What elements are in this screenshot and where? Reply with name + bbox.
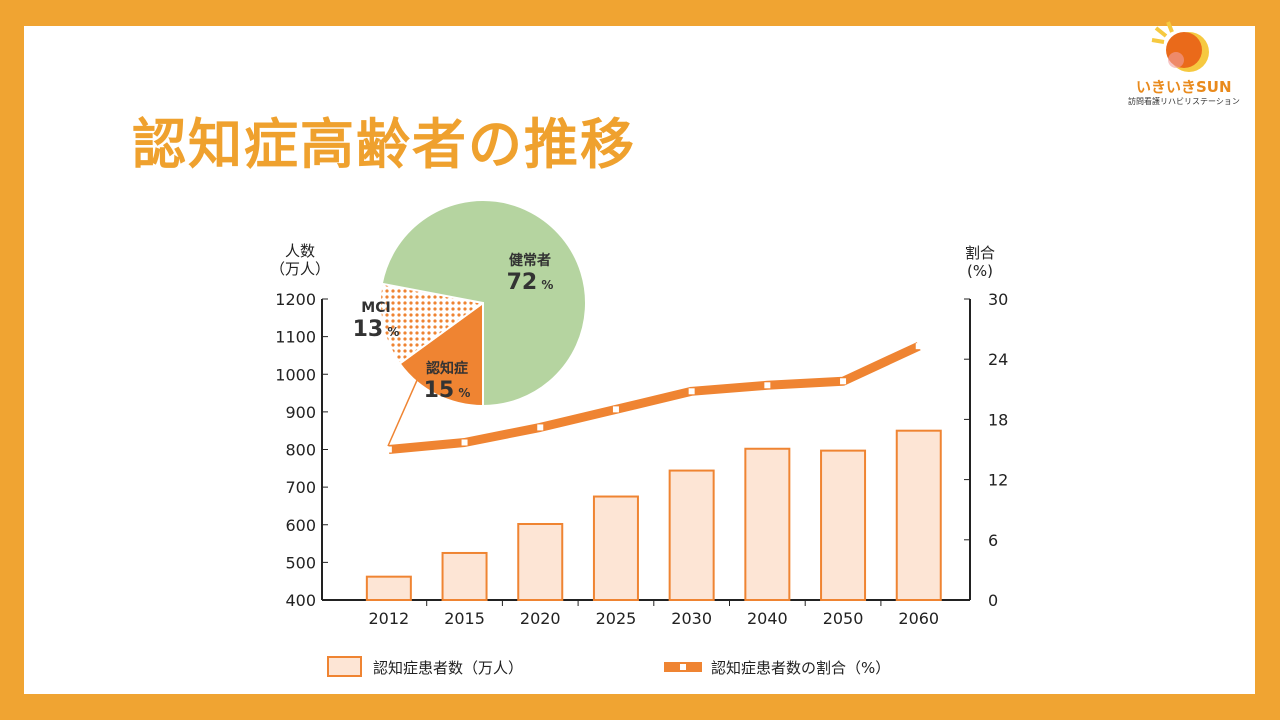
- bar-2050: [820, 449, 867, 601]
- bar-2015: [441, 551, 488, 601]
- left-tick-label: 1200: [275, 290, 316, 309]
- logo-name: いきいきSUN: [1136, 78, 1232, 96]
- pie-slice-健常者: [380, 199, 587, 408]
- legend-line-marker: [680, 664, 686, 670]
- pie-label: 健常者: [509, 252, 551, 269]
- logo-sun-icon: [1151, 21, 1209, 72]
- x-tick-label: 2015: [444, 609, 485, 628]
- bar-2012: [365, 575, 412, 601]
- left-tick-label: 800: [285, 441, 316, 460]
- ratio-point-2060: [915, 343, 922, 350]
- pie-unit: %: [537, 278, 553, 292]
- left-axis-label: （万人）: [270, 260, 330, 278]
- x-tick-label: 2050: [823, 609, 864, 628]
- x-tick-label: 2060: [898, 609, 939, 628]
- legend-bar-label: 認知症患者数（万人）: [373, 659, 523, 677]
- page-title: 認知症高齢者の推移: [132, 113, 636, 176]
- ratio-line: [388, 342, 921, 454]
- right-tick-label: 12: [988, 471, 1008, 490]
- ratio-point-2012: [385, 446, 392, 453]
- x-tick-label: 2025: [596, 609, 637, 628]
- x-tick-label: 2020: [520, 609, 561, 628]
- ratio-point-2015: [461, 439, 468, 446]
- left-tick-label: 1100: [275, 328, 316, 347]
- left-tick-label: 700: [285, 478, 316, 497]
- right-tick-label: 6: [988, 531, 998, 550]
- ratio-point-2050: [840, 378, 847, 385]
- bar-2025: [592, 495, 639, 601]
- bar-2020: [517, 522, 564, 601]
- pie-slice-認知症: [398, 301, 484, 408]
- left-tick-label: 1000: [275, 365, 316, 384]
- right-tick-label: 0: [988, 591, 998, 610]
- pie-slice-MCI: [379, 282, 486, 365]
- ratio-point-2030: [688, 388, 695, 395]
- ratio-point-2025: [612, 406, 619, 413]
- pie-unit: %: [454, 386, 470, 400]
- pie-label: 認知症: [426, 360, 468, 377]
- right-tick-label: 30: [988, 290, 1008, 309]
- bar-2060: [895, 429, 942, 601]
- legend-bar-swatch: [327, 656, 362, 677]
- right-tick-label: 24: [988, 350, 1008, 369]
- right-axis-label: (%): [967, 262, 993, 280]
- slide: [24, 26, 1255, 694]
- left-axis-label: 人数: [285, 242, 315, 260]
- bar-2040: [744, 447, 791, 601]
- pie-value: 13 %: [353, 317, 400, 342]
- pie-unit: %: [383, 325, 399, 339]
- right-tick-label: 18: [988, 410, 1008, 429]
- legend-line-label: 認知症患者数の割合（%）: [711, 659, 890, 677]
- left-tick-label: 600: [285, 516, 316, 535]
- left-tick-label: 400: [285, 591, 316, 610]
- x-tick-label: 2040: [747, 609, 788, 628]
- left-tick-label: 900: [285, 403, 316, 422]
- right-axis-label: 割合: [965, 244, 995, 262]
- x-tick-label: 2030: [671, 609, 712, 628]
- logo-subtitle: 訪問看護リハビリステーション: [1128, 97, 1240, 106]
- pie-label: MCI: [361, 300, 390, 316]
- ratio-point-2040: [764, 382, 771, 389]
- pie-leader-line: [387, 377, 419, 447]
- ratio-point-2020: [537, 424, 544, 431]
- left-tick-label: 500: [285, 553, 316, 572]
- x-tick-label: 2012: [368, 609, 409, 628]
- bar-2030: [668, 469, 715, 601]
